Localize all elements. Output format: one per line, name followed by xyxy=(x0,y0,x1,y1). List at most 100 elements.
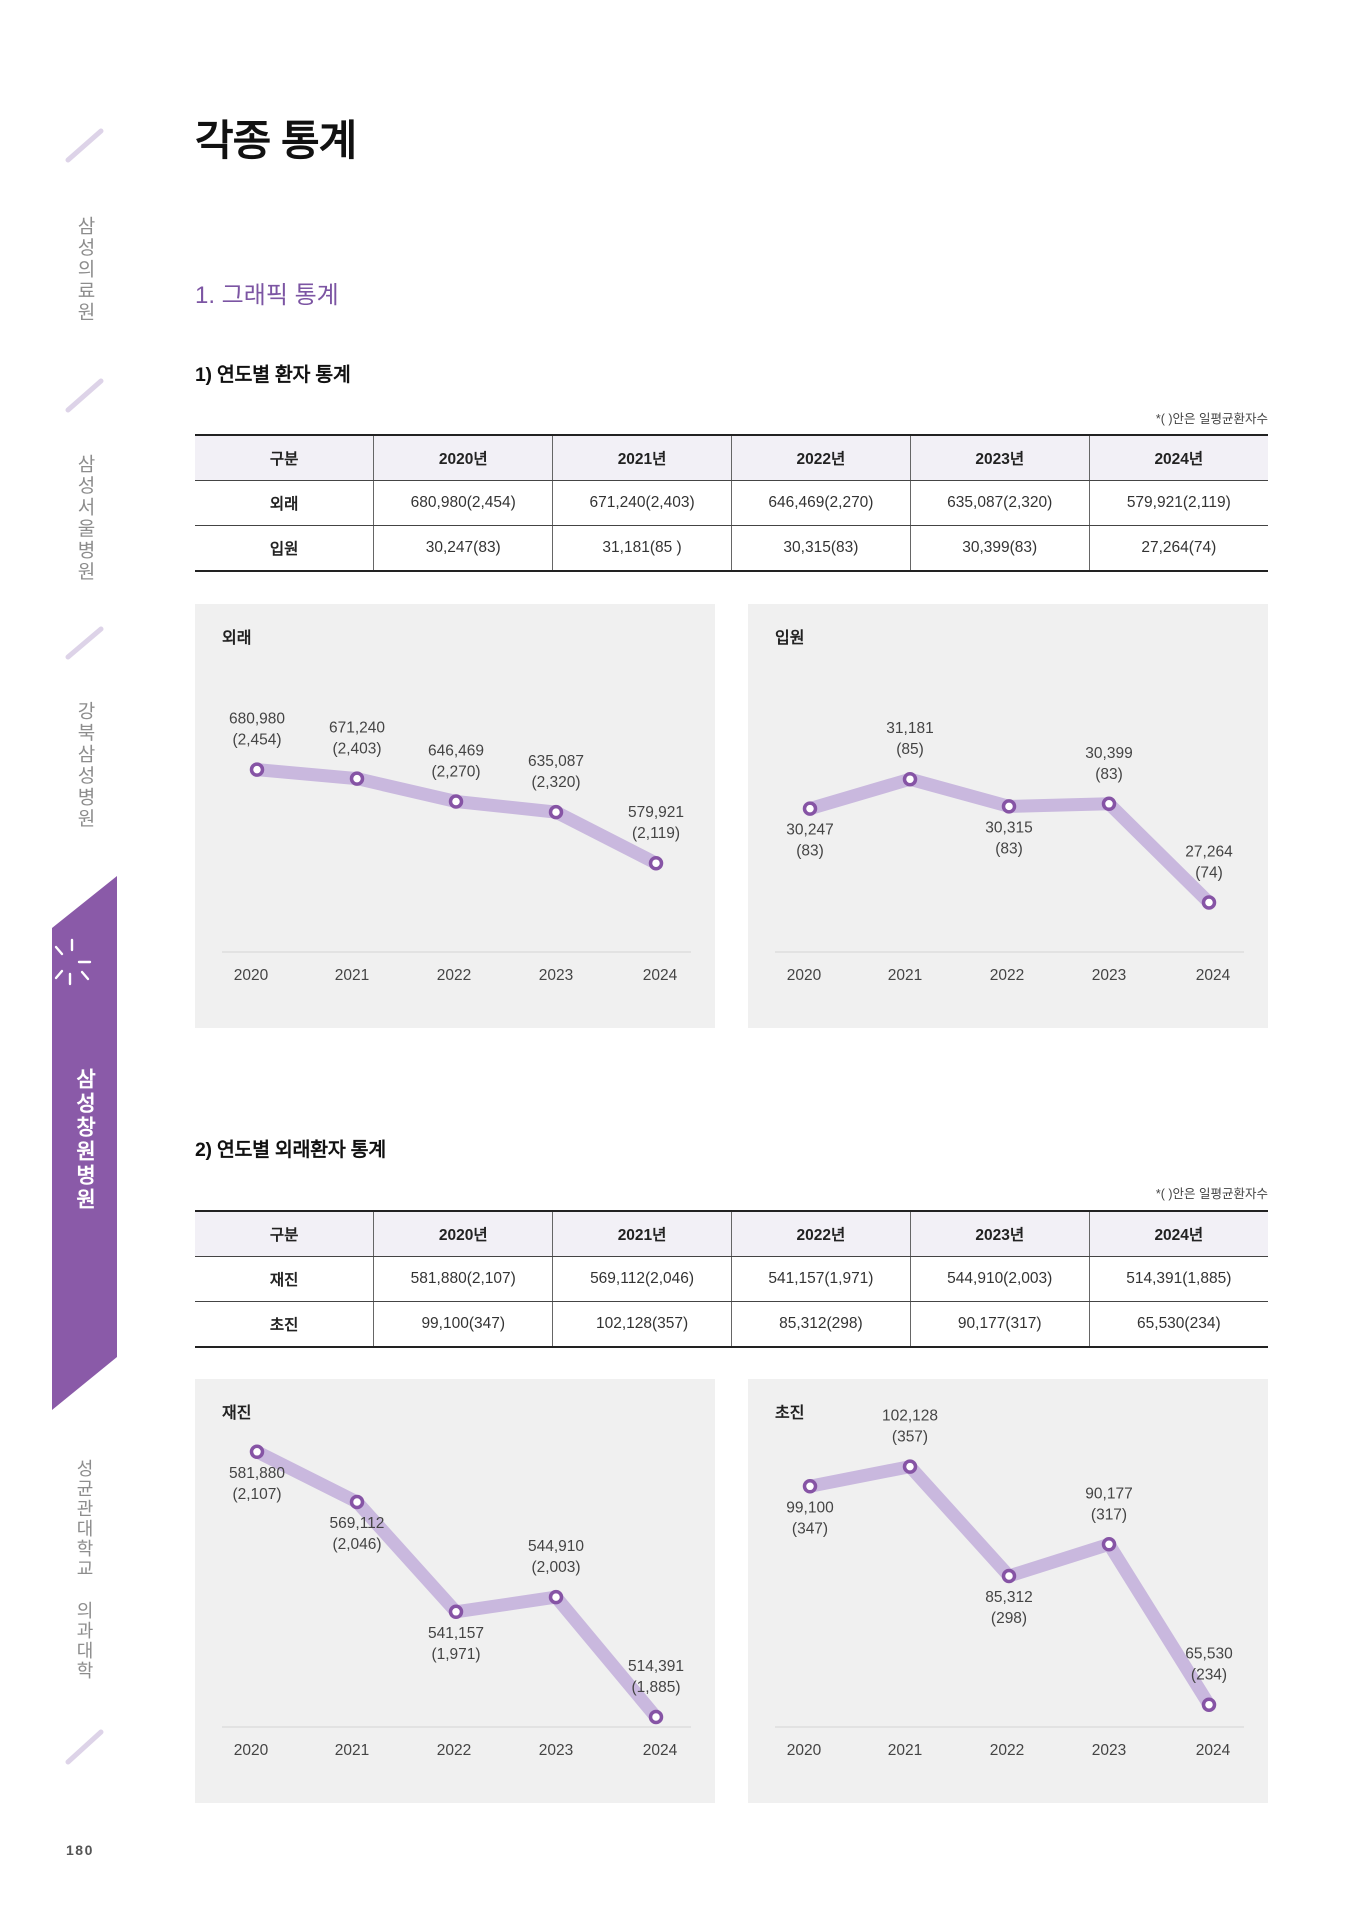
table-cell: 541,157(1,971) xyxy=(730,1256,911,1302)
x-tick-label: 2023 xyxy=(1092,1742,1126,1759)
data-label-daily-average: (1,885) xyxy=(631,1679,680,1696)
sidebar-item-samsung-medical-center: 삼성의료원 xyxy=(74,216,95,324)
column-header: 구분 xyxy=(195,435,374,481)
x-tick-label: 2020 xyxy=(787,1742,822,1759)
page-title: 각종 통계 xyxy=(195,117,357,164)
data-label-value: 514,391 xyxy=(628,1658,684,1675)
series-line xyxy=(803,1460,1216,1712)
sparkle-icon xyxy=(54,938,92,986)
x-tick-label: 2022 xyxy=(437,1742,471,1759)
column-header: 2022년 xyxy=(730,1211,911,1257)
table-cell: 85,312(298) xyxy=(730,1301,911,1347)
column-header: 2024년 xyxy=(1088,435,1268,481)
data-point xyxy=(648,855,664,871)
table-header-row: 구분 2020년 2021년 2022년 2023년 2024년 xyxy=(195,435,1268,481)
row-header: 초진 xyxy=(269,1317,299,1334)
x-tick-label: 2020 xyxy=(234,1742,269,1759)
data-point xyxy=(249,762,265,777)
column-header: 2021년 xyxy=(552,1211,732,1257)
x-tick-label: 2022 xyxy=(990,967,1024,984)
x-tick-label: 2024 xyxy=(1196,1742,1231,1759)
table-header-row: 구분 2020년 2021년 2022년 2023년 2024년 xyxy=(195,1211,1268,1257)
sidebar-item-samsung-seoul-hospital: 삼성서울병원 xyxy=(74,454,95,583)
table-cell: 30,399(83) xyxy=(909,525,1090,571)
data-label-value: 541,157 xyxy=(428,1625,484,1642)
outpatient-stats-heading: 2) 연도별 외래환자 통계 xyxy=(195,1139,386,1161)
data-point xyxy=(802,801,818,816)
chart-title: 초진 xyxy=(775,1404,804,1422)
data-label-value: 30,399 xyxy=(1085,745,1132,762)
x-tick-label: 2021 xyxy=(888,1742,922,1759)
data-label-value: 581,880 xyxy=(229,1465,285,1482)
row-header: 입원 xyxy=(269,541,299,558)
data-label-daily-average: (317) xyxy=(1091,1506,1127,1523)
table-cell: 646,469(2,270) xyxy=(730,480,911,526)
daily-average-note: *( )안은 일평균환자수 xyxy=(1155,412,1268,426)
data-point xyxy=(448,1604,464,1620)
data-label-value: 30,315 xyxy=(985,819,1032,836)
row-header: 재진 xyxy=(195,1256,374,1302)
data-point xyxy=(1101,1537,1117,1552)
table-cell: 635,087(2,320) xyxy=(909,480,1090,526)
data-label-daily-average: (2,107) xyxy=(232,1486,281,1503)
data-label-daily-average: (2,046) xyxy=(332,1536,381,1553)
data-label-daily-average: (357) xyxy=(892,1429,928,1446)
data-label-value: 569,112 xyxy=(330,1515,385,1532)
data-point xyxy=(648,1709,664,1725)
table-cell: 30,247(83) xyxy=(373,525,553,571)
x-tick-label: 2022 xyxy=(437,967,471,984)
table-cell: 31,181(85 ) xyxy=(552,525,732,571)
data-label-value: 646,469 xyxy=(428,743,484,760)
data-label-value: 31,181 xyxy=(886,720,933,737)
data-label-daily-average: (2,119) xyxy=(632,825,680,842)
page-number: 180 xyxy=(66,1842,94,1858)
sidebar-item-skku-school-of-medicine: 성균관대학교 의과대학 xyxy=(74,1459,94,1681)
table-cell: 680,980(2,454) xyxy=(373,480,553,526)
first-visit-line-chart: 초진 99,100 (347) 2020 102,128 (357) 2021 85,312 (… xyxy=(775,1404,1244,1759)
x-tick-label: 2023 xyxy=(539,967,573,984)
table-row: 입원 30,247(83) 31,181(85 ) 30,315(83) 30,… xyxy=(195,525,1268,571)
data-point xyxy=(548,1589,564,1605)
column-header: 2023년 xyxy=(909,1211,1090,1257)
table-cell: 102,128(357) xyxy=(552,1301,732,1347)
data-label-daily-average: (347) xyxy=(792,1520,828,1537)
series-line xyxy=(250,763,663,870)
sidebar-decoration xyxy=(65,128,104,1765)
x-tick-label: 2024 xyxy=(643,967,678,984)
chart-panel-outpatient: 외래 680,980 (2,454) 2020 671,240 (2,403) 2021 64… xyxy=(195,604,715,1028)
table-cell: 27,264(74) xyxy=(1088,525,1268,571)
data-label-daily-average: (83) xyxy=(995,840,1023,857)
x-tick-label: 2023 xyxy=(539,1742,573,1759)
slash-divider xyxy=(65,378,104,413)
data-label-value: 27,264 xyxy=(1185,844,1233,861)
data-point xyxy=(1001,1568,1017,1584)
table-cell: 579,921(2,119) xyxy=(1088,480,1268,526)
data-label-daily-average: (85) xyxy=(896,741,924,758)
data-point xyxy=(1201,1697,1217,1712)
x-tick-label: 2022 xyxy=(990,1742,1024,1759)
column-header: 2022년 xyxy=(730,435,911,481)
return-visit-line-chart: 재진 581,880 (2,107) 2020 569,112 (2,046) 2021 54… xyxy=(222,1404,691,1759)
slash-divider xyxy=(65,626,104,660)
column-header: 2024년 xyxy=(1088,1211,1268,1257)
sidebar-active-band xyxy=(52,876,117,1410)
row-header: 외래 xyxy=(195,480,374,526)
outpatient-line-chart: 외래 680,980 (2,454) 2020 671,240 (2,403) 2021 64… xyxy=(222,629,691,984)
data-point xyxy=(548,804,564,820)
data-label-value: 635,087 xyxy=(528,753,584,770)
data-label-value: 30,247 xyxy=(786,822,833,839)
inpatient-line-chart: 입원 30,247 (83) 2020 31,181 (85) 2021 30,315 (83)… xyxy=(775,629,1244,984)
column-header: 구분 xyxy=(195,1211,374,1257)
data-point xyxy=(349,771,365,786)
chart-title: 입원 xyxy=(775,629,804,647)
table-cell: 671,240(2,403) xyxy=(552,480,732,526)
column-header: 2023년 xyxy=(909,435,1090,481)
table-cell: 30,315(83) xyxy=(730,525,911,571)
data-label-value: 579,921 xyxy=(628,804,684,821)
patient-stats-heading: 1) 연도별 환자 통계 xyxy=(195,364,351,386)
data-label-daily-average: (2,003) xyxy=(531,1559,580,1576)
x-tick-label: 2023 xyxy=(1092,967,1126,984)
data-label-value: 99,100 xyxy=(786,1499,834,1516)
table-cell: 90,177(317) xyxy=(909,1301,1090,1347)
data-label-daily-average: (234) xyxy=(1191,1667,1227,1684)
